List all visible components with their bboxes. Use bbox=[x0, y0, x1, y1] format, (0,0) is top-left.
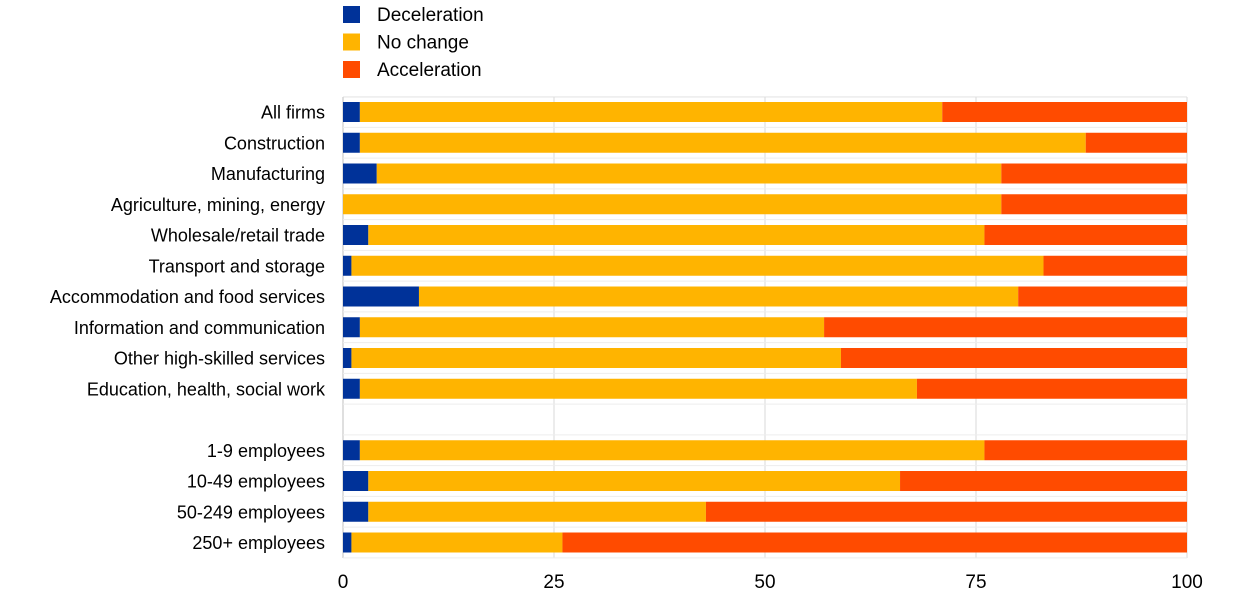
bar-acceleration bbox=[984, 225, 1187, 245]
category-label: Other high-skilled services bbox=[114, 349, 325, 369]
category-label: 50-249 employees bbox=[177, 502, 325, 522]
x-tick-label: 50 bbox=[754, 572, 775, 593]
x-tick-label: 0 bbox=[338, 572, 349, 593]
bar-no-change bbox=[351, 532, 563, 553]
bar-acceleration bbox=[824, 317, 1187, 338]
bar-no-change bbox=[368, 471, 901, 491]
legend-label: No change bbox=[377, 33, 469, 54]
bar-acceleration bbox=[1043, 255, 1187, 276]
bar-acceleration bbox=[562, 532, 1187, 553]
bar-deceleration bbox=[343, 163, 377, 184]
category-label: All firms bbox=[261, 103, 325, 123]
bar-acceleration bbox=[900, 471, 1187, 491]
bar-acceleration bbox=[840, 348, 1187, 368]
bar-acceleration bbox=[1001, 194, 1187, 215]
bar-deceleration bbox=[343, 471, 369, 491]
bar-no-change bbox=[359, 440, 985, 461]
bar-deceleration bbox=[343, 225, 369, 245]
bar-acceleration bbox=[942, 102, 1187, 122]
legend-swatch bbox=[343, 6, 360, 23]
category-labels: All firms Construction Manufacturing Agricu… bbox=[50, 103, 326, 554]
x-tick-label: 75 bbox=[965, 572, 986, 593]
legend: Deceleration No change Acceleration bbox=[343, 5, 484, 81]
category-label: Construction bbox=[224, 133, 325, 153]
bar-deceleration bbox=[343, 532, 352, 553]
bars bbox=[343, 102, 1187, 553]
bar-no-change bbox=[351, 255, 1044, 276]
bar-acceleration bbox=[984, 440, 1187, 461]
category-label: Accommodation and food services bbox=[50, 287, 325, 307]
bar-deceleration bbox=[343, 102, 360, 122]
bar-no-change bbox=[376, 163, 1002, 184]
category-label: 10-49 employees bbox=[187, 472, 325, 492]
bar-acceleration bbox=[1018, 286, 1187, 307]
bar-no-change bbox=[368, 501, 706, 522]
bar-acceleration bbox=[916, 378, 1187, 399]
legend-swatch bbox=[343, 33, 360, 51]
bar-deceleration bbox=[343, 348, 352, 368]
bar-no-change bbox=[368, 225, 985, 245]
bar-no-change bbox=[359, 378, 917, 399]
bar-deceleration bbox=[343, 317, 360, 338]
bar-acceleration bbox=[1001, 163, 1187, 184]
bar-no-change bbox=[418, 286, 1019, 307]
category-label: Information and communication bbox=[74, 318, 325, 338]
bar-deceleration bbox=[343, 440, 360, 461]
bar-acceleration bbox=[1085, 132, 1187, 153]
bar-no-change bbox=[359, 102, 943, 122]
bar-deceleration bbox=[343, 378, 360, 399]
category-label: Manufacturing bbox=[211, 164, 325, 184]
legend-label: Acceleration bbox=[377, 60, 482, 81]
bar-no-change bbox=[351, 348, 841, 368]
legend-swatch bbox=[343, 61, 360, 78]
bar-no-change bbox=[343, 194, 1002, 215]
category-label: Wholesale/retail trade bbox=[151, 226, 325, 246]
bar-deceleration bbox=[343, 132, 360, 153]
bar-deceleration bbox=[343, 501, 369, 522]
category-label: Transport and storage bbox=[149, 256, 325, 276]
bar-acceleration bbox=[705, 501, 1187, 522]
x-tick-labels: 0 25 50 75 100 bbox=[338, 572, 1203, 593]
x-tick-label: 100 bbox=[1171, 572, 1203, 593]
bar-no-change bbox=[359, 132, 1086, 153]
bar-no-change bbox=[359, 317, 825, 338]
category-label: 250+ employees bbox=[192, 533, 325, 553]
bar-deceleration bbox=[343, 255, 352, 276]
legend-label: Deceleration bbox=[377, 5, 484, 26]
category-label: 1-9 employees bbox=[207, 441, 325, 461]
bar-deceleration bbox=[343, 286, 419, 307]
category-label: Agriculture, mining, energy bbox=[111, 195, 325, 215]
category-label: Education, health, social work bbox=[87, 379, 326, 399]
x-tick-label: 25 bbox=[543, 572, 564, 593]
